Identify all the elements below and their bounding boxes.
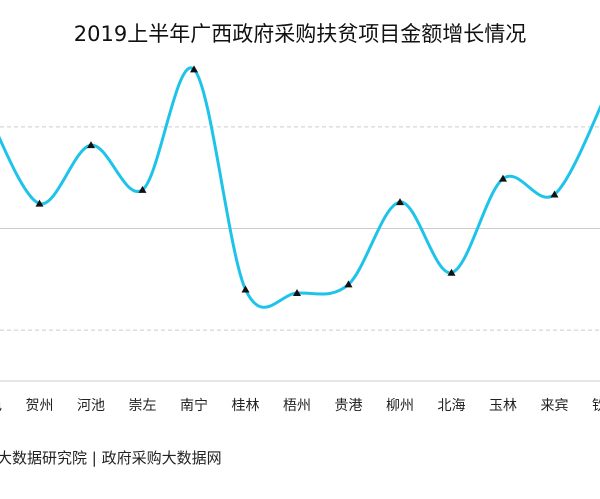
data-point-marker	[550, 190, 559, 198]
x-tick-label: 桂林	[232, 398, 260, 414]
data-point-marker	[499, 174, 507, 182]
data-point-marker	[447, 268, 456, 276]
data-point-marker	[344, 280, 353, 288]
x-tick-label: 北海	[438, 398, 466, 414]
chart-title: 2019上半年广西政府采购扶贫项目金额增长情况	[73, 22, 527, 46]
data-point-marker	[87, 141, 95, 149]
x-tick-label: 南宁	[180, 397, 208, 414]
x-tick-label: 贺州	[26, 398, 54, 414]
x-tick-label: 来宾	[541, 398, 569, 414]
data-point-marker	[190, 65, 198, 73]
x-axis-tick-labels: 百色 贺州 河池 崇左 南宁 桂林 梧州 贵港 柳州 北海 玉林 来宾 钦州	[0, 397, 600, 414]
data-markers	[35, 65, 559, 297]
x-tick-label: 柳州	[386, 397, 414, 414]
series-line-group	[0, 66, 600, 309]
x-tick-label: 钦州	[592, 398, 600, 414]
series-line	[0, 66, 600, 309]
chart-source: 大数据研究院 | 政府采购大数据网	[0, 449, 222, 467]
data-point-marker	[241, 285, 250, 293]
x-tick-label: 崇左	[129, 398, 157, 414]
x-tick-label: 贵港	[335, 398, 363, 414]
x-tick-label: 河池	[77, 398, 105, 414]
data-point-marker	[293, 289, 301, 297]
gridlines	[0, 126, 600, 382]
data-point-marker	[396, 198, 404, 206]
x-tick-label: 百色	[0, 397, 2, 414]
data-point-marker	[35, 199, 44, 207]
x-tick-label: 梧州	[283, 398, 311, 414]
x-tick-label: 玉林	[489, 398, 517, 414]
data-point-marker	[138, 185, 147, 193]
